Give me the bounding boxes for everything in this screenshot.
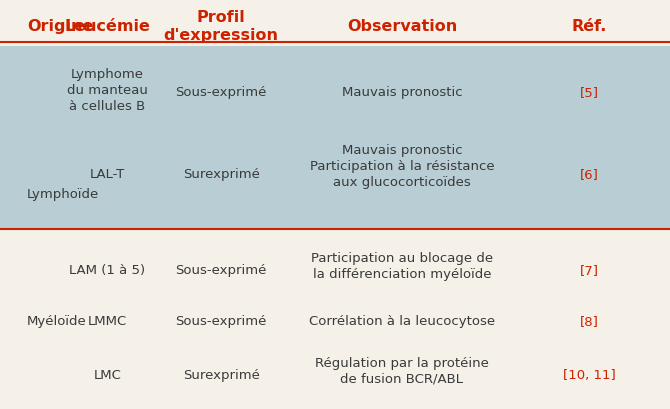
- Text: Surexprimé: Surexprimé: [183, 167, 259, 180]
- Text: LMMC: LMMC: [88, 315, 127, 328]
- Text: [10, 11]: [10, 11]: [563, 368, 616, 381]
- Text: Corrélation à la leucocytose: Corrélation à la leucocytose: [309, 315, 495, 328]
- Text: [8]: [8]: [580, 315, 599, 328]
- Text: [6]: [6]: [580, 167, 599, 180]
- Text: Sous-exprimé: Sous-exprimé: [176, 85, 267, 99]
- Text: Lymphoïde: Lymphoïde: [27, 188, 99, 201]
- Text: Surexprimé: Surexprimé: [183, 368, 259, 381]
- Bar: [0, 47, 670, 229]
- Text: Origine: Origine: [27, 19, 93, 34]
- Text: LAM (1 à 5): LAM (1 à 5): [69, 263, 145, 276]
- Text: Sous-exprimé: Sous-exprimé: [176, 315, 267, 328]
- Text: [5]: [5]: [580, 85, 599, 99]
- Text: [7]: [7]: [580, 263, 599, 276]
- Text: Profil
d'expression: Profil d'expression: [163, 10, 279, 43]
- Text: Sous-exprimé: Sous-exprimé: [176, 263, 267, 276]
- Text: Observation: Observation: [347, 19, 457, 34]
- Text: Myéloïde: Myéloïde: [27, 315, 86, 328]
- Text: LMC: LMC: [93, 368, 121, 381]
- Text: Régulation par la protéine
de fusion BCR/ABL: Régulation par la protéine de fusion BCR…: [315, 356, 489, 384]
- Text: Lymphome
du manteau
à cellules B: Lymphome du manteau à cellules B: [67, 67, 147, 112]
- Text: Mauvais pronostic: Mauvais pronostic: [342, 85, 462, 99]
- Text: LAL-T: LAL-T: [90, 167, 125, 180]
- Text: Mauvais pronostic
Participation à la résistance
aux glucocorticoïdes: Mauvais pronostic Participation à la rés…: [310, 143, 494, 188]
- Text: Participation au blocage de
la différenciation myéloïde: Participation au blocage de la différenc…: [311, 252, 493, 280]
- Text: Réf.: Réf.: [572, 19, 607, 34]
- Text: Leucémie: Leucémie: [64, 19, 150, 34]
